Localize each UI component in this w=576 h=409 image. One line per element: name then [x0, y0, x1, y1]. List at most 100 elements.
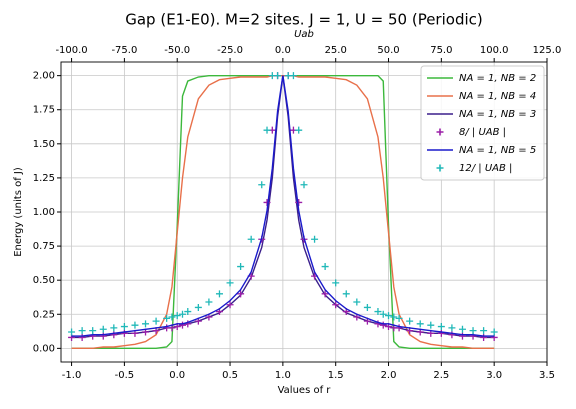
marker — [437, 323, 445, 331]
marker — [194, 303, 202, 311]
legend-label: NA = 1, NB = 5 — [459, 145, 536, 156]
marker — [226, 301, 234, 309]
marker — [295, 198, 303, 206]
marker — [237, 290, 245, 298]
x2-tick-label: 50.0 — [377, 45, 399, 56]
marker — [385, 312, 393, 320]
marker — [332, 301, 340, 309]
x2-tick-label: 75.0 — [430, 45, 452, 56]
y-tick-label: 1.00 — [33, 207, 55, 218]
x-tick-label: 0.0 — [169, 370, 185, 381]
marker — [406, 317, 414, 325]
marker — [110, 331, 118, 339]
y-tick-label: 0.75 — [33, 241, 55, 252]
marker — [480, 333, 488, 341]
marker — [437, 329, 445, 337]
y-tick-label: 1.75 — [33, 105, 55, 116]
marker — [295, 126, 303, 134]
x-tick-label: 1.5 — [328, 370, 344, 381]
x2-tick-label: 125.0 — [533, 45, 562, 56]
marker — [458, 332, 466, 340]
legend-label: 12/ | UAB | — [459, 163, 512, 174]
legend-label: NA = 1, NB = 4 — [459, 91, 536, 102]
x-axis-label: Values of r — [278, 385, 332, 396]
marker — [173, 312, 181, 320]
marker — [379, 310, 387, 318]
x-tick-label: 2.0 — [381, 370, 397, 381]
x-tick-label: -0.5 — [115, 370, 135, 381]
y-tick-label: 1.25 — [33, 173, 55, 184]
y-tick-label: 0.50 — [33, 275, 55, 286]
marker — [168, 313, 176, 321]
marker — [374, 308, 382, 316]
marker — [321, 290, 329, 298]
y-tick-label: 0.25 — [33, 309, 55, 320]
x-tick-label: 3.5 — [539, 370, 555, 381]
marker — [78, 327, 86, 335]
marker — [226, 279, 234, 287]
marker — [469, 327, 477, 335]
x2-tick-label: -100.0 — [55, 45, 87, 56]
marker — [379, 321, 387, 329]
marker — [215, 290, 223, 298]
marker — [247, 235, 255, 243]
marker — [263, 198, 271, 206]
marker — [300, 181, 308, 189]
marker — [490, 328, 498, 336]
marker — [205, 298, 213, 306]
marker — [237, 263, 245, 271]
x-tick-label: -1.0 — [62, 370, 82, 381]
marker — [458, 325, 466, 333]
legend-label: 8/ | UAB | — [459, 127, 506, 138]
legend: NA = 1, NB = 2 NA = 1, NB = 4 NA = 1, NB =… — [420, 65, 545, 181]
legend-marker — [436, 128, 444, 136]
marker — [120, 329, 128, 337]
marker — [184, 308, 192, 316]
marker — [395, 314, 403, 322]
marker — [342, 290, 350, 298]
marker — [78, 333, 86, 341]
plot-frame — [60, 61, 548, 363]
y-axis-label: Energy (units of J) — [13, 167, 24, 257]
marker — [99, 332, 107, 340]
marker — [258, 181, 266, 189]
x-tick-label: 2.5 — [433, 370, 449, 381]
y-tick-label: 2.00 — [33, 71, 55, 82]
legend-label: NA = 1, NB = 3 — [459, 109, 536, 120]
marker — [480, 327, 488, 335]
x-tick-label: 0.5 — [222, 370, 238, 381]
marker — [274, 72, 282, 80]
series-line — [71, 75, 495, 337]
marker — [263, 126, 271, 134]
legend-box — [420, 65, 545, 181]
legend-marker — [436, 164, 444, 172]
x2-tick-label: -25.0 — [217, 45, 243, 56]
marker — [152, 317, 160, 325]
x2-tick-label: 100.0 — [480, 45, 509, 56]
marker — [395, 324, 403, 332]
marker — [163, 314, 171, 322]
marker — [363, 303, 371, 311]
marker — [89, 327, 97, 335]
x2-tick-label: -50.0 — [164, 45, 190, 56]
chart-title: Gap (E1-E0). M=2 sites. J = 1, U = 50 (P… — [125, 11, 483, 29]
marker — [142, 320, 150, 328]
legend-label: NA = 1, NB = 2 — [459, 73, 536, 84]
marker — [321, 263, 329, 271]
marker — [184, 320, 192, 328]
x-tick-label: 3.0 — [486, 370, 502, 381]
x2-tick-label: 25.0 — [325, 45, 347, 56]
marker — [68, 328, 76, 336]
x2-tick-label: 0.0 — [275, 45, 291, 56]
y-tick-label: 1.50 — [33, 139, 55, 150]
x2-tick-label: -75.0 — [111, 45, 137, 56]
marker — [179, 321, 186, 329]
marker — [99, 325, 107, 333]
x-tick-label: 1.0 — [275, 370, 291, 381]
marker — [289, 72, 297, 80]
x2-axis-label: Uab — [294, 29, 314, 40]
marker — [416, 320, 424, 328]
marker — [448, 331, 456, 339]
marker — [120, 323, 128, 331]
